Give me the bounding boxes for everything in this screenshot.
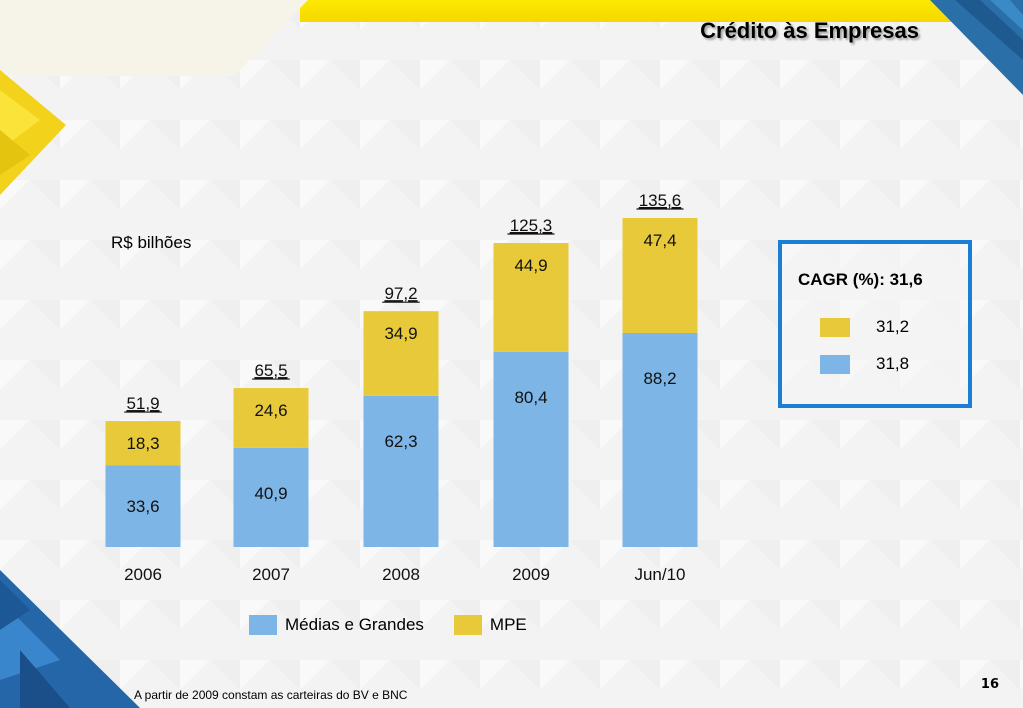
chart-legend: Médias e Grandes MPE — [249, 615, 557, 635]
bar-segment-medias-grandes-3 — [493, 351, 569, 547]
legend-item-mpe: MPE — [453, 615, 527, 635]
bar-segment-mpe-0 — [105, 421, 181, 466]
bottom-left-blue-decoration — [0, 570, 140, 708]
data-label-mpe-1: 24,6 — [254, 401, 287, 420]
slide-title: Crédito às Empresas — [700, 18, 919, 43]
data-label-mpe-4: 47,4 — [643, 231, 676, 250]
total-label-4: 135,6 — [639, 191, 682, 210]
data-label-mpe-3: 44,9 — [514, 256, 547, 275]
top-right-corner-decoration — [930, 0, 1023, 95]
cagr-row-mpe: 31,2 — [820, 317, 909, 337]
cagr-value-medias-grandes: 31,8 — [876, 354, 910, 373]
bar-segment-medias-grandes-2 — [363, 395, 439, 547]
total-label-0: 51,9 — [126, 394, 159, 413]
cagr-value-mpe: 31,2 — [876, 317, 910, 336]
data-label-mpe-0: 18,3 — [126, 434, 159, 453]
x-tick-label-2: 2008 — [382, 565, 420, 584]
x-tick-label-3: 2009 — [512, 565, 550, 584]
total-label-3: 125,3 — [510, 216, 553, 235]
cagr-title: CAGR (%): 31,6 — [798, 270, 923, 289]
data-label-medias-grandes-2: 62,3 — [384, 432, 417, 451]
x-tick-label-1: 2007 — [252, 565, 290, 584]
top-yellow-band — [300, 0, 1000, 22]
unit-label: R$ bilhões — [111, 233, 192, 252]
data-label-medias-grandes-1: 40,9 — [254, 484, 287, 503]
bar-segment-medias-grandes-1 — [233, 447, 309, 547]
bar-segment-mpe-4 — [622, 218, 698, 334]
cagr-row-medias-grandes: 31,8 — [820, 354, 909, 374]
data-label-medias-grandes-4: 88,2 — [643, 369, 676, 388]
legend-label-medias-grandes: Médias e Grandes — [285, 615, 424, 634]
bar-segment-mpe-3 — [493, 242, 569, 352]
data-label-medias-grandes-3: 80,4 — [514, 388, 547, 407]
x-tick-label-0: 2006 — [124, 565, 162, 584]
bar-segment-mpe-2 — [363, 311, 439, 396]
data-label-medias-grandes-0: 33,6 — [126, 497, 159, 516]
bar-segment-medias-grandes-0 — [105, 465, 181, 547]
legend-swatch-mpe — [453, 615, 482, 635]
left-yellow-decoration — [0, 70, 66, 195]
data-label-mpe-2: 34,9 — [384, 324, 417, 343]
page-number: 16 — [980, 677, 999, 692]
total-label-2: 97,2 — [384, 284, 417, 303]
cagr-swatch-medias-grandes — [820, 354, 850, 374]
legend-swatch-medias-grandes — [249, 615, 277, 635]
total-label-1: 65,5 — [254, 361, 287, 380]
x-tick-label-4: Jun/10 — [634, 565, 685, 584]
cagr-box: CAGR (%): 31,6 31,2 31,8 — [778, 240, 972, 408]
cagr-swatch-mpe — [820, 317, 850, 337]
legend-label-mpe: MPE — [489, 615, 527, 634]
footnote: A partir de 2009 constam as carteiras do… — [134, 688, 408, 702]
bar-segment-medias-grandes-4 — [622, 333, 698, 547]
legend-item-medias-grandes: Médias e Grandes — [249, 615, 424, 635]
bar-segment-mpe-1 — [233, 388, 309, 448]
